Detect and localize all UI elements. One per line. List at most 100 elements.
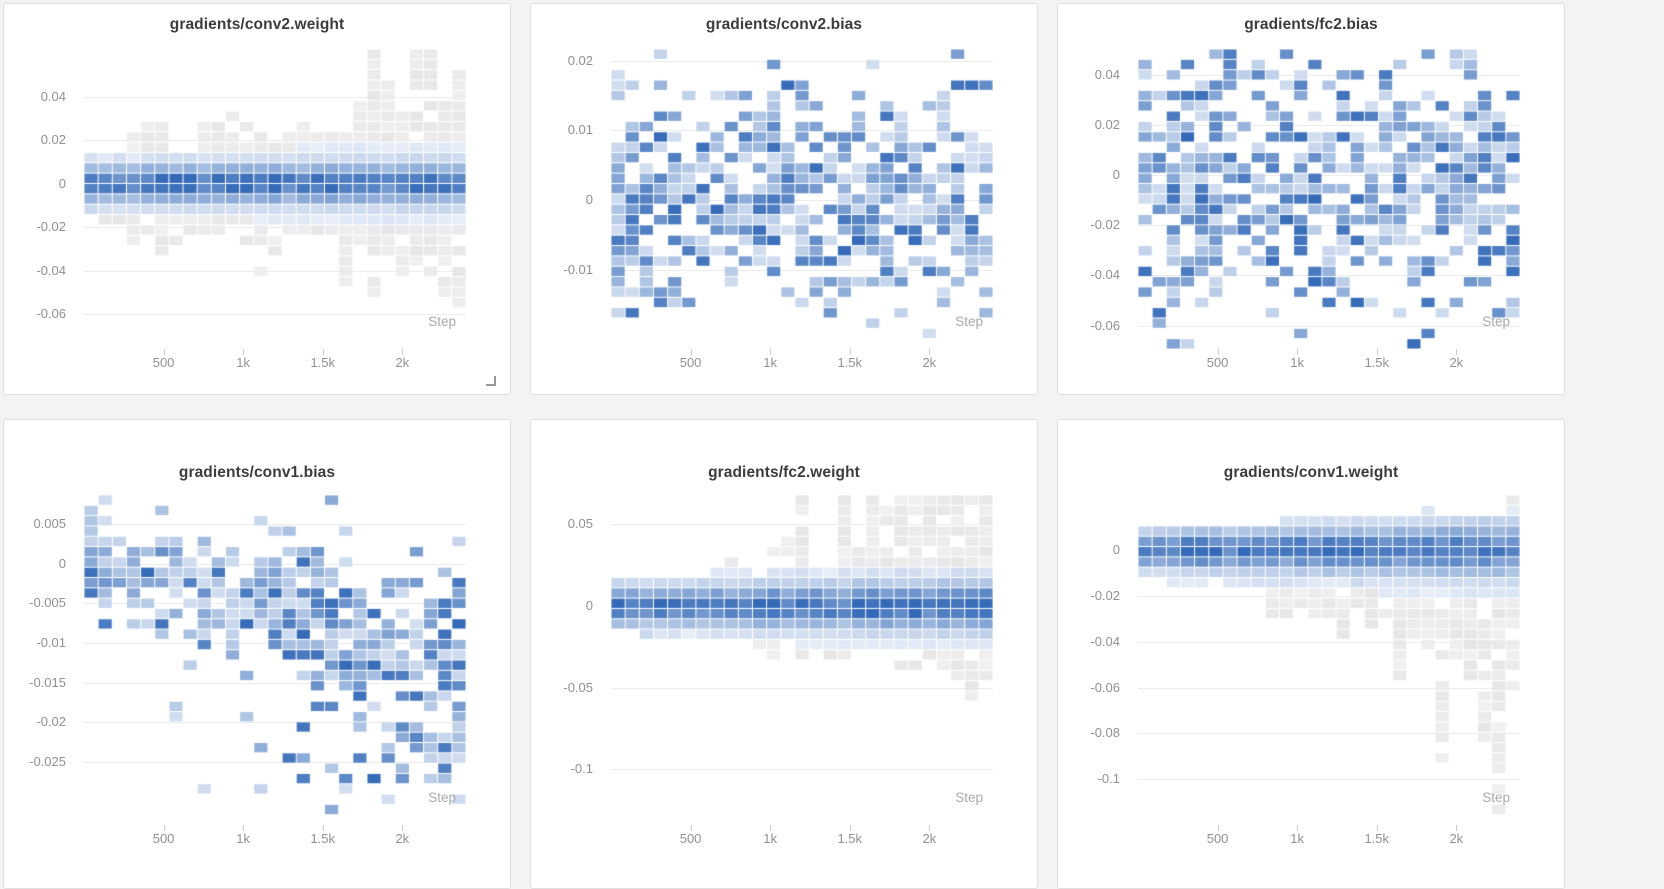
y-tick-label: -0.05 <box>563 679 593 695</box>
x-tick-label: 500 <box>152 355 175 370</box>
y-tick-label: -0.01 <box>563 261 593 277</box>
x-tick-label: 2k <box>395 831 410 846</box>
x-tick-mark <box>1456 349 1458 355</box>
x-axis-label: Step <box>428 790 456 805</box>
chart-title: gradients/conv1.bias <box>178 464 336 481</box>
x-tick-mark <box>1376 349 1378 355</box>
x-tick-mark <box>1217 349 1219 355</box>
x-tick-mark <box>1217 825 1219 831</box>
heatmap-canvas[interactable] <box>1138 49 1520 349</box>
x-tick-label: 2k <box>1449 355 1464 370</box>
x-axis: 500 1k 1.5k 2k <box>611 831 993 851</box>
chart-panel-fc2-weight: gradients/fc2.weight 0.05 0 -0.05 -0.1 Step… <box>530 419 1038 889</box>
x-tick-mark <box>163 825 165 831</box>
x-tick-label: 2k <box>922 831 937 846</box>
chart-panel-conv1-weight: gradients/conv1.weight 0 -0.02 -0.04 -0.06 -… <box>1057 419 1565 889</box>
x-axis-label: Step <box>428 314 456 329</box>
x-tick-mark <box>690 825 692 831</box>
x-tick-mark <box>402 349 404 355</box>
x-axis: 500 1k 1.5k 2k <box>84 355 466 375</box>
x-tick-mark <box>929 825 931 831</box>
x-axis: 500 1k 1.5k 2k <box>611 355 993 375</box>
y-tick-label: -0.025 <box>29 753 66 769</box>
x-tick-label: 1.5k <box>310 355 336 370</box>
y-tick-label: -0.04 <box>1090 267 1120 283</box>
resize-handle[interactable] <box>486 376 496 386</box>
x-tick-mark <box>929 349 931 355</box>
x-tick-label: 1.5k <box>837 355 863 370</box>
y-tick-label: -0.02 <box>36 714 66 730</box>
y-tick-label: -0.01 <box>36 634 66 650</box>
x-tick-mark <box>770 349 772 355</box>
y-tick-label: -0.02 <box>36 219 66 235</box>
chart-title: gradients/fc2.bias <box>1244 16 1378 33</box>
y-tick-label: 0 <box>585 192 593 208</box>
y-tick-label: -0.1 <box>1097 771 1120 787</box>
x-axis-label: Step <box>955 790 983 805</box>
x-tick-label: 500 <box>1206 355 1229 370</box>
x-tick-label: 500 <box>679 831 702 846</box>
x-tick-mark <box>1456 825 1458 831</box>
x-tick-mark <box>243 825 245 831</box>
chart-panel-conv2-bias: gradients/conv2.bias 0.02 0.01 0 -0.01 Step… <box>530 3 1038 395</box>
x-axis: 500 1k 1.5k 2k <box>84 831 466 851</box>
y-tick-label: -0.08 <box>1090 725 1120 741</box>
plot-area: Step <box>611 495 993 831</box>
plot-area: Step <box>611 49 993 355</box>
x-tick-mark <box>163 349 165 355</box>
x-tick-mark <box>243 349 245 355</box>
x-tick-label: 1k <box>1290 831 1305 846</box>
y-tick-label: -0.015 <box>29 674 66 690</box>
y-tick-label: -0.06 <box>1090 317 1120 333</box>
y-tick-label: 0.02 <box>40 132 66 148</box>
x-tick-mark <box>849 349 851 355</box>
y-tick-label: 0.02 <box>567 52 593 68</box>
heatmap-canvas[interactable] <box>611 495 993 825</box>
x-tick-label: 2k <box>395 355 410 370</box>
x-tick-mark <box>402 825 404 831</box>
y-tick-label: 0 <box>58 175 66 191</box>
plot-area: Step <box>1138 495 1520 831</box>
x-tick-mark <box>770 825 772 831</box>
heatmap-canvas[interactable] <box>84 495 466 825</box>
y-tick-label: 0.02 <box>1094 116 1120 132</box>
chart-panel-fc2-bias: gradients/fc2.bias 0.04 0.02 0 -0.02 -0.04 -0… <box>1057 3 1565 395</box>
chart-panel-conv1-bias: gradients/conv1.bias 0.005 0 -0.005 -0.01 -0… <box>3 419 511 889</box>
x-tick-label: 1k <box>1290 355 1305 370</box>
x-tick-label: 1.5k <box>1364 355 1390 370</box>
x-tick-mark <box>849 825 851 831</box>
y-tick-label: -0.04 <box>36 262 66 278</box>
x-axis-label: Step <box>955 314 983 329</box>
x-tick-mark <box>1376 825 1378 831</box>
y-tick-label: 0 <box>58 555 66 571</box>
x-tick-label: 1.5k <box>310 831 336 846</box>
y-axis: 0.04 0.02 0 -0.02 -0.04 -0.06 <box>1058 49 1130 349</box>
heatmap-canvas[interactable] <box>84 49 466 349</box>
x-tick-label: 1k <box>763 831 778 846</box>
heatmap-canvas[interactable] <box>1138 495 1520 825</box>
y-tick-label: 0 <box>585 598 593 614</box>
y-tick-label: 0.04 <box>1094 66 1120 82</box>
chart-title: gradients/fc2.weight <box>708 464 860 481</box>
chart-title: gradients/conv2.weight <box>169 16 345 33</box>
x-tick-label: 1k <box>236 831 251 846</box>
y-tick-label: -0.04 <box>1090 633 1120 649</box>
heatmap-canvas[interactable] <box>611 49 993 349</box>
y-tick-label: 0.01 <box>567 122 593 138</box>
y-axis: 0.005 0 -0.005 -0.01 -0.015 -0.02 -0.025 <box>4 495 76 825</box>
y-tick-label: 0.05 <box>567 516 593 532</box>
plot-area: Step <box>84 495 466 831</box>
y-tick-label: 0 <box>1112 542 1120 557</box>
x-axis-label: Step <box>1482 790 1510 805</box>
y-tick-label: 0.04 <box>40 88 66 104</box>
x-tick-label: 500 <box>152 831 175 846</box>
plot-area: Step <box>84 49 466 355</box>
x-tick-label: 500 <box>1206 831 1229 846</box>
y-tick-label: -0.005 <box>29 595 66 611</box>
y-tick-label: -0.02 <box>1090 587 1120 603</box>
x-tick-mark <box>322 349 324 355</box>
x-axis: 500 1k 1.5k 2k <box>1138 831 1520 851</box>
x-axis-label: Step <box>1482 314 1510 329</box>
y-tick-label: 0 <box>1112 167 1120 183</box>
y-tick-label: -0.1 <box>570 761 593 777</box>
